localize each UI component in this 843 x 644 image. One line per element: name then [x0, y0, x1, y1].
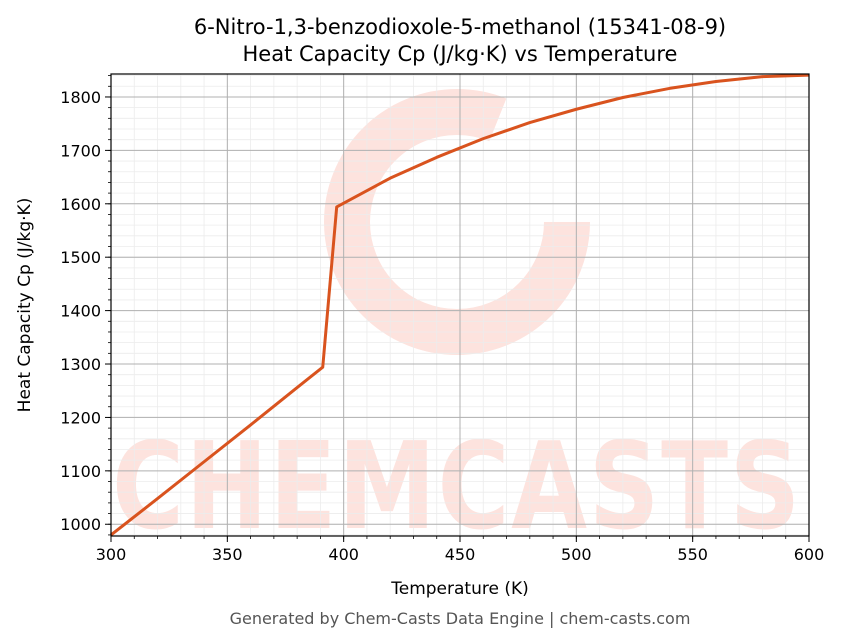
- y-tick-label: 1500: [60, 248, 101, 267]
- series-layer: [110, 73, 810, 537]
- x-tick-label: 600: [794, 545, 825, 564]
- y-tick-label: 1700: [60, 141, 101, 160]
- y-axis-label: Heat Capacity Cp (J/kg·K): [15, 198, 35, 413]
- watermark-logo-ring: [324, 89, 590, 355]
- x-tick-label: 450: [445, 545, 476, 564]
- series-line: [110, 73, 810, 537]
- chart-title: 6-Nitro-1,3-benzodioxole-5-methanol (153…: [194, 15, 726, 39]
- y-tick-label: 1300: [60, 355, 101, 374]
- y-tick-label: 1600: [60, 195, 101, 214]
- footer-credit: Generated by Chem-Casts Data Engine | ch…: [230, 609, 691, 628]
- y-tick-label: 1200: [60, 408, 101, 427]
- x-tick-label: 350: [212, 545, 243, 564]
- watermark: CHEMCASTS: [112, 89, 802, 557]
- x-axis-ticks: 300 350 400 450 500 550 600: [96, 536, 825, 564]
- y-tick-label: 1400: [60, 302, 101, 321]
- x-tick-label: 500: [561, 545, 592, 564]
- x-tick-label: 400: [328, 545, 359, 564]
- x-axis-label: Temperature (K): [390, 579, 529, 599]
- y-axis-ticks: 1000 1100 1200 1300 1400 1500 1600 1700 1800: [60, 75, 111, 536]
- y-tick-label: 1100: [60, 462, 101, 481]
- x-tick-label: 300: [96, 545, 127, 564]
- y-tick-label: 1000: [60, 515, 101, 534]
- x-tick-label: 550: [677, 545, 708, 564]
- chart-subtitle: Heat Capacity Cp (J/kg·K) vs Temperature: [243, 42, 678, 66]
- watermark-text: CHEMCASTS: [112, 418, 802, 557]
- y-tick-label: 1800: [60, 88, 101, 107]
